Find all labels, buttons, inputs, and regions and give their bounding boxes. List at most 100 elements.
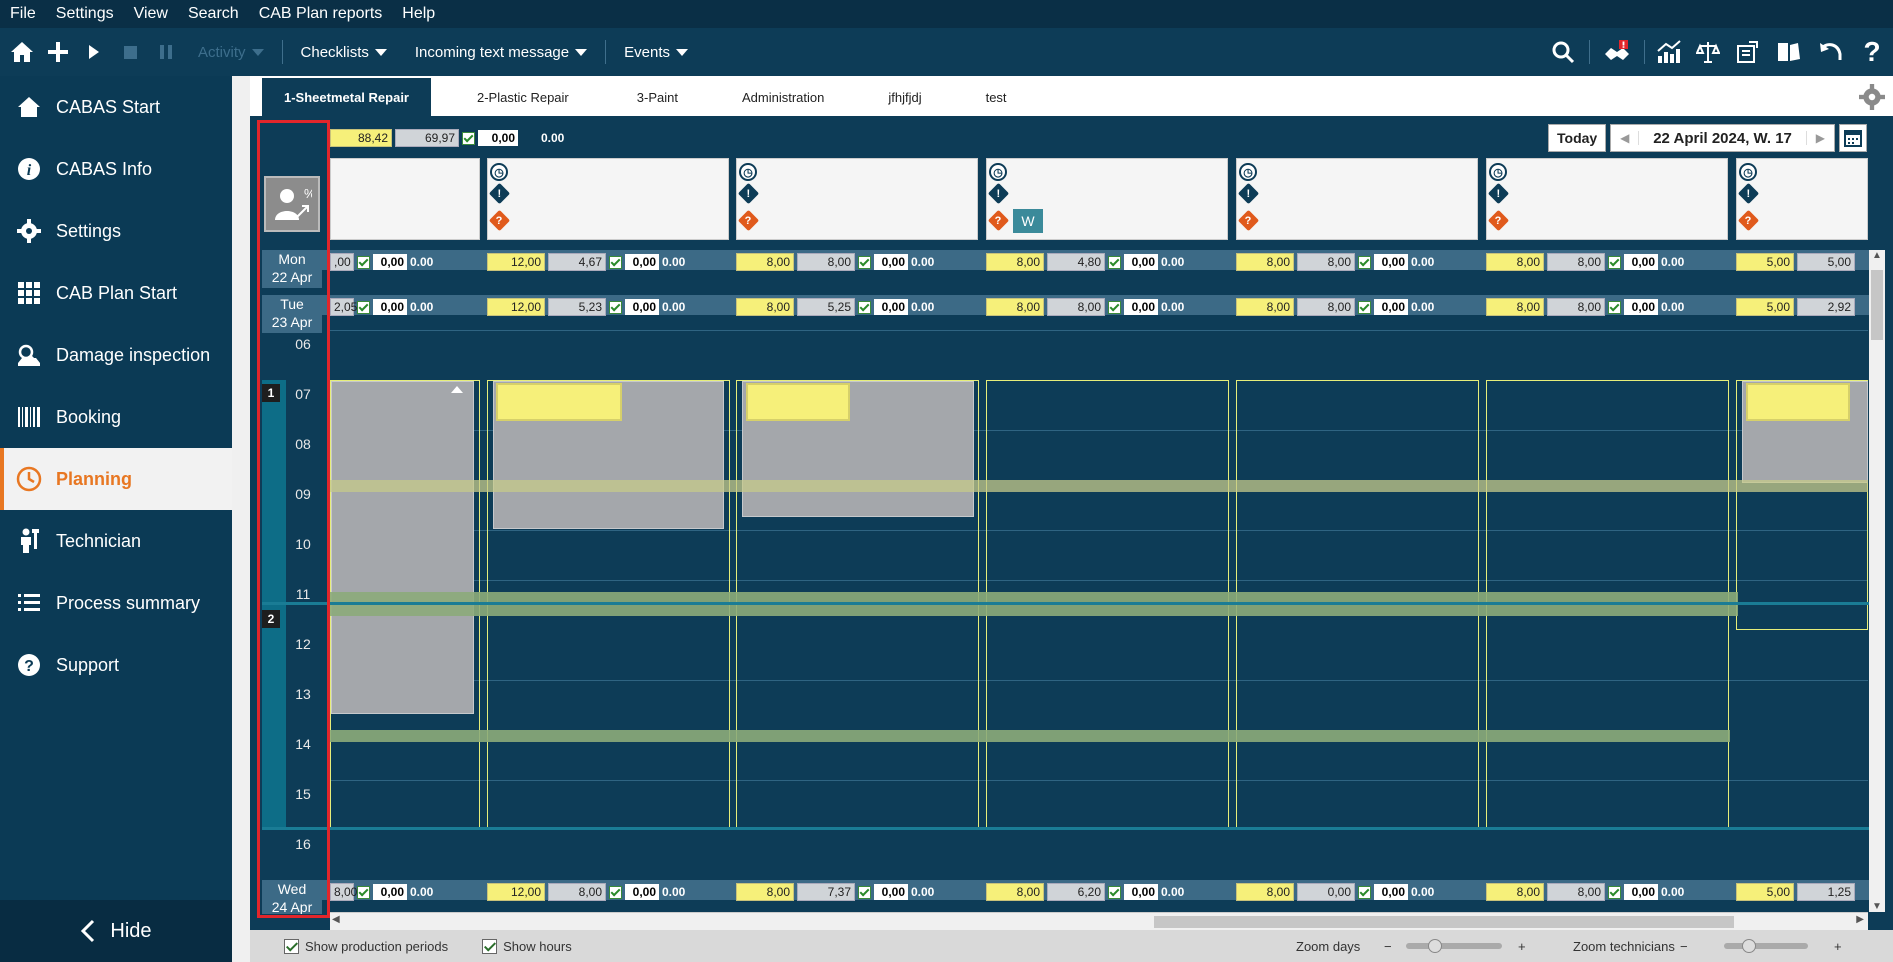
check-icon[interactable] — [1608, 255, 1621, 269]
tab-administration[interactable]: Administration — [741, 89, 825, 105]
schedule-column[interactable] — [1736, 380, 1868, 630]
sidebar-item-planning[interactable]: Planning — [0, 448, 232, 510]
menu-cab-plan-reports[interactable]: CAB Plan reports — [258, 5, 383, 22]
handshake-alert-icon[interactable] — [1594, 28, 1640, 76]
check-icon[interactable] — [1358, 885, 1371, 899]
menu-settings[interactable]: Settings — [55, 5, 114, 22]
technician-card[interactable]: ◷ ! ? — [1486, 158, 1728, 240]
scroll-up-icon[interactable]: ▲ — [1872, 250, 1882, 261]
scroll-left-icon[interactable]: ◀ — [332, 914, 340, 925]
zoom-days-slider[interactable] — [1406, 939, 1502, 953]
check-icon[interactable] — [609, 300, 622, 314]
check-icon[interactable] — [609, 885, 622, 899]
zoom-days-plus[interactable]: + — [1518, 938, 1526, 954]
day-values-tue: 5,00 2,92 — [1736, 297, 1855, 317]
vertical-scrollbar[interactable]: ▲ ▼ — [1869, 250, 1885, 912]
calendar-icon[interactable] — [1838, 124, 1867, 152]
undo-icon[interactable] — [1811, 28, 1851, 76]
date-navigation: Today ◀ 22 April 2024, W. 17 ▶ — [1548, 124, 1867, 152]
menu-view[interactable]: View — [133, 5, 168, 22]
check-icon[interactable] — [1108, 885, 1121, 899]
technician-card[interactable] — [330, 158, 480, 240]
book-icon[interactable] — [1767, 28, 1811, 76]
sidebar-item-cabas-info[interactable]: i CABAS Info — [0, 138, 232, 200]
tab-paint[interactable]: 3-Paint — [636, 89, 678, 105]
slider-thumb[interactable] — [1742, 939, 1756, 953]
job-label[interactable] — [496, 383, 622, 421]
chart-icon[interactable] — [1649, 28, 1689, 76]
technician-card[interactable]: ◷ ! ? — [1736, 158, 1868, 240]
zoom-tech-plus[interactable]: + — [1834, 938, 1842, 954]
tab-test[interactable]: test — [985, 89, 1007, 105]
check-icon[interactable] — [1108, 255, 1121, 269]
check-icon[interactable] — [357, 885, 370, 899]
slider-thumb[interactable] — [1428, 939, 1442, 953]
check-icon[interactable] — [462, 131, 475, 145]
hide-sidebar-button[interactable]: Hide — [0, 900, 232, 962]
job-label[interactable] — [746, 383, 850, 421]
work-badge[interactable]: W — [1013, 209, 1043, 233]
technician-card[interactable]: ◷ ! ? — [1236, 158, 1478, 240]
zoom-technicians-slider[interactable] — [1724, 939, 1808, 953]
zoom-tech-minus[interactable]: − — [1680, 938, 1688, 954]
scale-icon[interactable] — [1689, 28, 1727, 76]
next-week-icon[interactable]: ▶ — [1805, 131, 1834, 145]
check-icon[interactable] — [357, 300, 370, 314]
check-icon[interactable] — [858, 255, 871, 269]
menu-help[interactable]: Help — [402, 5, 436, 22]
tab-sheetmetal-repair[interactable]: 1-Sheetmetal Repair — [262, 78, 431, 116]
incoming-text-message-dropdown[interactable]: Incoming text message — [401, 44, 601, 61]
play-icon[interactable] — [76, 28, 112, 76]
technician-card[interactable]: ◷ ! ? — [736, 158, 978, 240]
check-icon[interactable] — [1608, 300, 1621, 314]
sidebar-item-technician[interactable]: Technician — [0, 510, 232, 572]
checkbox-label: Show production periods — [305, 938, 449, 954]
search-icon[interactable] — [1541, 28, 1585, 76]
sidebar-item-cab-plan-start[interactable]: CAB Plan Start — [0, 262, 232, 324]
show-production-periods-checkbox[interactable]: Show production periods — [284, 938, 449, 954]
checklists-dropdown[interactable]: Checklists — [287, 44, 401, 61]
help-icon: ? — [14, 650, 44, 680]
sidebar-item-settings[interactable]: Settings — [0, 200, 232, 262]
technician-card[interactable]: ◷ ! ? W — [986, 158, 1228, 240]
job-label[interactable] — [1746, 383, 1850, 421]
check-icon[interactable] — [1108, 300, 1121, 314]
check-icon[interactable] — [858, 885, 871, 899]
zoom-days-minus[interactable]: − — [1384, 938, 1392, 954]
scroll-thumb[interactable] — [1871, 270, 1883, 340]
booking-icon — [14, 402, 44, 432]
horizontal-scrollbar[interactable]: ◀ ▶ — [330, 912, 1868, 930]
scroll-right-icon[interactable]: ▶ — [1856, 914, 1864, 925]
tab-plastic-repair[interactable]: 2-Plastic Repair — [477, 89, 569, 105]
add-icon[interactable] — [40, 28, 76, 76]
today-button[interactable]: Today — [1548, 124, 1607, 152]
check-icon[interactable] — [1358, 255, 1371, 269]
clipboard-icon[interactable] — [1727, 28, 1767, 76]
prev-week-icon[interactable]: ◀ — [1611, 131, 1640, 145]
splitter[interactable] — [232, 76, 250, 962]
check-icon[interactable] — [1358, 300, 1371, 314]
sidebar-item-support[interactable]: ? Support — [0, 634, 232, 696]
scroll-down-icon[interactable]: ▼ — [1872, 901, 1882, 912]
help-icon[interactable]: ? — [1863, 36, 1881, 67]
tab-jfhjfjdj[interactable]: jfhjfjdj — [888, 89, 922, 105]
home-icon[interactable] — [4, 28, 40, 76]
gear-icon[interactable] — [1859, 84, 1885, 115]
sidebar-item-process-summary[interactable]: Process summary — [0, 572, 232, 634]
check-icon[interactable] — [1608, 885, 1621, 899]
sidebar-item-cabas-start[interactable]: CABAS Start — [0, 76, 232, 138]
check-icon[interactable] — [609, 255, 622, 269]
check-icon[interactable] — [858, 300, 871, 314]
technician-card[interactable]: ◷ ! ? — [487, 158, 729, 240]
sidebar-item-damage-inspection[interactable]: Damage inspection — [0, 324, 232, 386]
technician-filter-button[interactable]: % — [264, 176, 320, 232]
check-icon[interactable] — [357, 255, 370, 269]
scroll-thumb[interactable] — [1154, 916, 1734, 928]
menu-search[interactable]: Search — [187, 5, 239, 22]
hour-label: 16 — [295, 836, 311, 852]
sidebar-item-booking[interactable]: Booking — [0, 386, 232, 448]
job-block[interactable] — [331, 381, 474, 714]
events-dropdown[interactable]: Events — [610, 44, 702, 61]
menu-file[interactable]: File — [10, 5, 36, 22]
show-hours-checkbox[interactable]: Show hours — [482, 938, 572, 954]
